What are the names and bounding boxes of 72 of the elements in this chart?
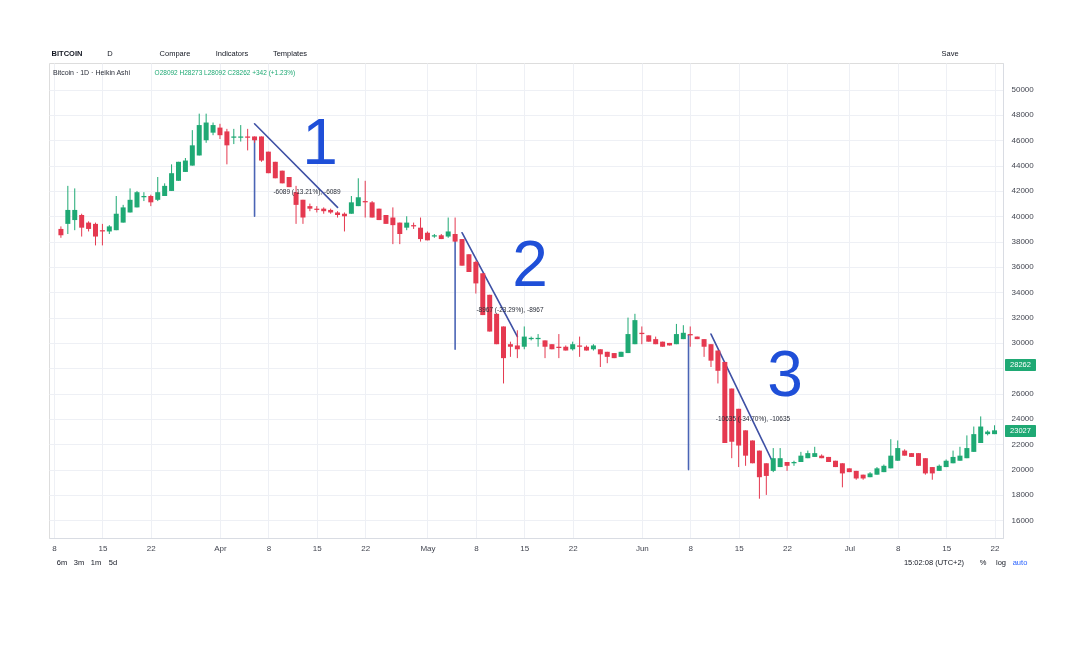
candlestick	[224, 128, 230, 165]
candlestick	[418, 217, 424, 243]
candlestick	[203, 113, 209, 144]
y-tick-label: 36000	[1011, 262, 1035, 272]
annotation: 3	[767, 338, 803, 410]
candlestick	[577, 336, 583, 358]
y-tick-label: 48000	[1011, 110, 1035, 120]
x-tick-label: 22	[783, 543, 793, 553]
x-tick-label: 22	[361, 543, 371, 553]
x-tick-label: Apr	[214, 543, 228, 553]
y-tick-label: 42000	[1011, 186, 1035, 196]
y-tick-label: 26000	[1011, 389, 1035, 399]
x-tick-label: 8	[52, 543, 58, 553]
candlestick	[839, 462, 845, 488]
x-tick-label: Jun	[635, 543, 649, 553]
x-tick-label: 15	[312, 543, 323, 553]
y-tick-label: 46000	[1011, 135, 1035, 145]
x-tick-label: Jul	[844, 543, 856, 553]
candlestick	[92, 222, 98, 246]
candlestick	[72, 187, 78, 231]
y-tick-label: 18000	[1011, 490, 1035, 500]
candlestick	[355, 177, 361, 207]
candlestick	[217, 123, 223, 140]
y-tick-label: 30000	[1011, 338, 1035, 348]
candlestick	[390, 206, 396, 245]
x-tick-label: 15	[98, 543, 108, 553]
candlestick	[245, 128, 251, 151]
y-tick-label: 32000	[1011, 313, 1035, 323]
candlestick	[514, 329, 520, 359]
candlestick	[307, 203, 313, 212]
x-tick-label: 8	[688, 543, 694, 553]
x-tick-label: 15	[734, 543, 745, 553]
y-tick-label: 38000	[1011, 237, 1035, 247]
candlestick	[770, 447, 776, 473]
annotation: 2	[512, 228, 548, 300]
candlestick	[895, 439, 901, 462]
x-tick-label: 15	[520, 543, 530, 553]
candlestick	[473, 260, 479, 295]
candlestick	[971, 426, 977, 453]
x-tick-label: 8	[896, 543, 901, 553]
y-tick-label: 50000	[1011, 85, 1035, 95]
x-tick-label: 8	[474, 543, 480, 553]
y-tick-label: 40000	[1011, 211, 1035, 221]
candlestick	[58, 225, 64, 239]
candlestick	[784, 461, 790, 472]
y-tick-label: 44000	[1011, 161, 1035, 171]
x-tick-label: 22	[990, 543, 1001, 553]
x-tick-label: 22	[568, 543, 579, 553]
candlestick	[715, 350, 721, 384]
x-tick-label: May	[420, 543, 436, 553]
candlestick	[79, 213, 85, 238]
annotation: 1	[302, 106, 338, 178]
candlestick	[113, 195, 119, 231]
x-tick-label: 8	[266, 543, 272, 553]
candlestick	[238, 124, 244, 143]
candlestick	[445, 217, 451, 239]
candlestick	[65, 185, 71, 235]
candlestick	[978, 415, 984, 444]
candlestick	[189, 129, 195, 167]
y-tick-label: 22000	[1011, 439, 1035, 449]
y-tick-label: 24000	[1011, 414, 1035, 424]
candlestick	[521, 325, 527, 350]
y-tick-label: 20000	[1011, 465, 1035, 475]
candlestick	[155, 176, 161, 202]
y-tick-label: 34000	[1011, 287, 1035, 297]
candlestick	[763, 462, 769, 496]
x-tick-label: 22	[146, 543, 157, 553]
candlestick	[169, 163, 175, 192]
x-tick-label: 15	[942, 543, 952, 553]
y-tick-label: 16000	[1011, 515, 1035, 525]
candlestick	[452, 217, 458, 243]
candlestick	[888, 438, 894, 469]
